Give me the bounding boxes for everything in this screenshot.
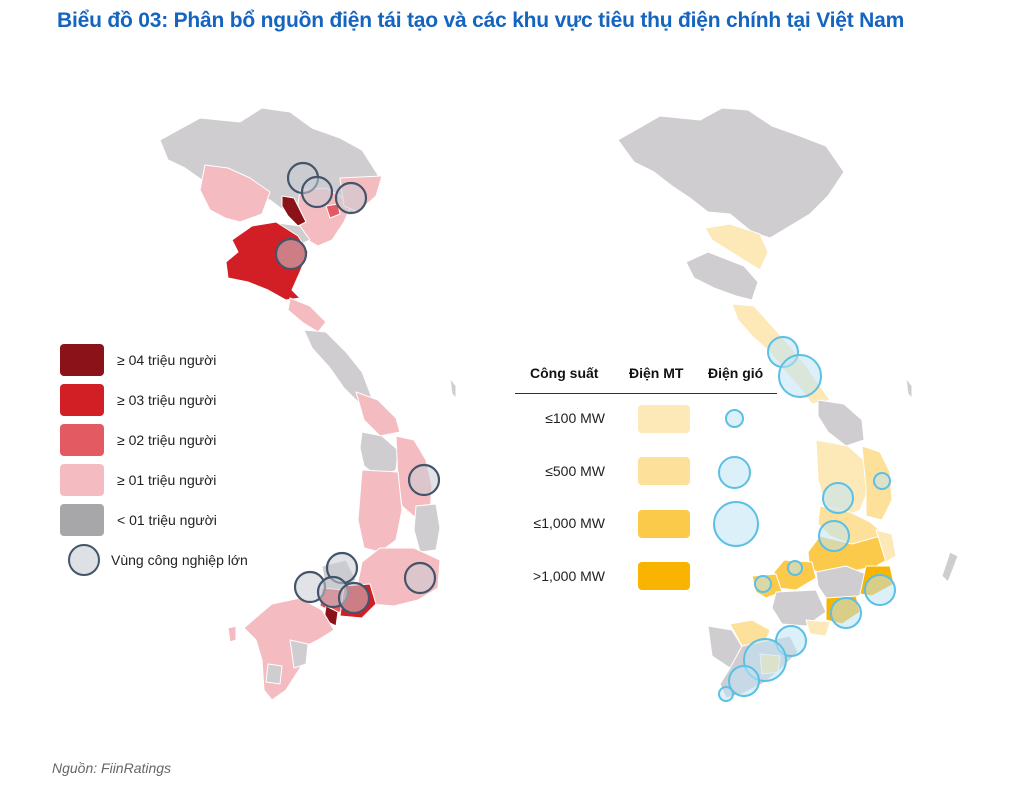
legend-swatch [60, 424, 104, 456]
legend-item: ≥ 02 triệu người [60, 424, 216, 456]
legend-label: ≥ 01 triệu người [117, 472, 217, 488]
region-hanoi [281, 195, 307, 227]
industrial-zone-circles [274, 161, 441, 615]
legend-header-wind: Điện gió [708, 365, 764, 381]
legend-capacity-label: ≤500 MW [545, 463, 605, 479]
legend-swatch [60, 504, 104, 536]
solar-swatch [638, 562, 690, 590]
legend-capacity-label: ≤100 MW [545, 410, 605, 426]
source-note: Nguồn: FiinRatings [52, 760, 172, 776]
legend-item: Vùng công nghiệp lớn [60, 544, 248, 576]
wind-circle-icon [725, 409, 744, 428]
legend-item: < 01 triệu người [60, 504, 217, 536]
region-northwest-pink [199, 164, 271, 223]
solar-swatch [638, 510, 690, 538]
wind-site-circles [718, 336, 896, 702]
legend-item: ≥ 01 triệu người [60, 464, 216, 496]
legend-label: ≥ 02 triệu người [117, 432, 217, 448]
legend-swatch [60, 464, 104, 496]
legend-swatch [60, 384, 104, 416]
legend-capacity-label: >1,000 MW [533, 568, 605, 584]
solar-swatch [638, 457, 690, 485]
legend-swatch [60, 344, 104, 376]
legend-capacity-label: ≤1,000 MW [533, 515, 605, 531]
legend-item: ≥ 04 triệu người [60, 344, 216, 376]
legend-divider [515, 393, 777, 394]
legend-label: Vùng công nghiệp lớn [111, 552, 248, 568]
wind-circle-icon [713, 501, 759, 547]
legend-label: ≥ 03 triệu người [117, 392, 217, 408]
legend-header-solar: Điện MT [629, 365, 684, 381]
legend-label: ≥ 04 triệu người [117, 352, 217, 368]
wind-circle-icon [718, 456, 751, 489]
legend-header-capacity: Công suất [530, 365, 599, 381]
legend-item: ≥ 03 triệu người [60, 384, 216, 416]
solar-swatch [638, 405, 690, 433]
region-north-gray [617, 107, 845, 239]
legend-label: < 01 triệu người [117, 512, 217, 528]
industrial-zone-circle-icon [68, 544, 100, 576]
chart-title: Biểu đồ 03: Phân bổ nguồn điện tái tạo v… [57, 9, 905, 32]
